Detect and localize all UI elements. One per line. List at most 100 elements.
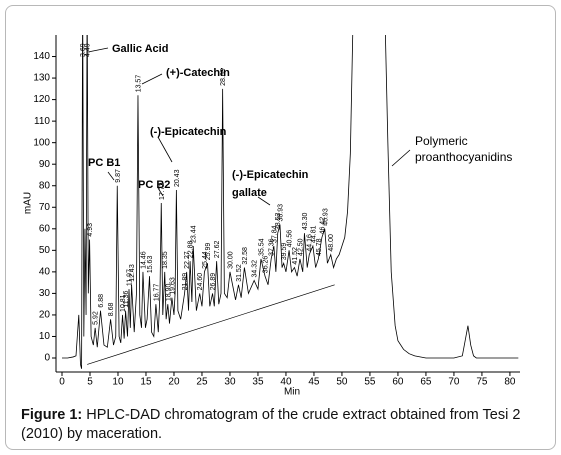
x-axis-label: Min bbox=[284, 387, 300, 398]
compound-label: proanthocyanidins bbox=[415, 150, 512, 164]
peak-label: 12.43 bbox=[129, 264, 136, 282]
compound-label: PC B1 bbox=[88, 157, 120, 169]
peak-label: 34.32 bbox=[252, 260, 259, 278]
chromatogram-trace bbox=[61, 35, 519, 369]
peak-label: 22.88 bbox=[188, 240, 195, 258]
y-tick-label: 0 bbox=[44, 353, 50, 364]
y-tick-label: 30 bbox=[39, 288, 51, 299]
peak-label: 4.93 bbox=[87, 223, 94, 237]
peak-label: 18.35 bbox=[162, 251, 169, 269]
peak-label: 21.89 bbox=[182, 273, 189, 291]
y-tick-label: 10 bbox=[39, 331, 51, 342]
peak-label: 10.81 bbox=[120, 294, 127, 312]
chart: 0 10 20 30 40 50 60 70 80 90 100 110 120 130 140 0 5 10 15… bbox=[23, 35, 520, 398]
figure-label: Figure 1: bbox=[21, 407, 83, 423]
peak-label: 46.42 bbox=[319, 217, 326, 235]
y-tick-label: 130 bbox=[33, 73, 50, 84]
peak-label: 40.56 bbox=[287, 230, 294, 248]
y-tick-label: 50 bbox=[39, 245, 51, 256]
peak-label: 38.53 bbox=[275, 212, 282, 230]
x-tick-label: 75 bbox=[476, 377, 488, 388]
peak-label: 6.88 bbox=[98, 294, 105, 308]
peak-label: 15.63 bbox=[147, 256, 154, 274]
x-tick-label: 50 bbox=[336, 377, 348, 388]
x-tick-label: 45 bbox=[308, 377, 320, 388]
peak-label: 45.78 bbox=[316, 238, 323, 256]
peak-label: 30.00 bbox=[227, 251, 234, 269]
peak-label: 24.60 bbox=[197, 273, 204, 291]
peak-label: 8.68 bbox=[108, 303, 115, 317]
peak-label: 39.59 bbox=[281, 243, 288, 261]
peak-label: 36.26 bbox=[263, 256, 270, 274]
x-tick-label: 55 bbox=[364, 377, 376, 388]
x-tick-label: 10 bbox=[112, 377, 124, 388]
integration-baseline bbox=[87, 284, 335, 365]
peak-label: 13.57 bbox=[135, 75, 142, 93]
figure-frame bbox=[5, 5, 556, 450]
peak-label: 18.90 bbox=[165, 284, 172, 302]
peak-label: 5.92 bbox=[93, 311, 100, 325]
peak-label: 28.69 bbox=[220, 68, 227, 86]
peak-label: 44.16 bbox=[307, 234, 314, 252]
x-tick-label: 20 bbox=[168, 377, 180, 388]
compound-label: Polymeric bbox=[415, 134, 468, 148]
peak-label: 37.84 bbox=[271, 225, 278, 243]
x-tick-label: 35 bbox=[252, 377, 264, 388]
peak-label: 41.52 bbox=[292, 247, 299, 265]
peak-label: 20.43 bbox=[174, 169, 181, 187]
x-tick-label: 30 bbox=[224, 377, 236, 388]
peak-label: 25.99 bbox=[205, 243, 212, 261]
y-tick-label: 20 bbox=[39, 310, 51, 321]
peak-label: 27.62 bbox=[214, 240, 221, 258]
x-tick-label: 5 bbox=[87, 377, 93, 388]
y-tick-label: 110 bbox=[34, 116, 50, 127]
peak-label: 37.36 bbox=[269, 238, 276, 256]
y-tick-label: 60 bbox=[39, 223, 51, 234]
x-tick-label: 60 bbox=[392, 377, 404, 388]
compound-label: Gallic Acid bbox=[112, 43, 168, 55]
peak-label: 44.81 bbox=[310, 225, 317, 243]
y-tick-label: 120 bbox=[33, 94, 50, 105]
y-tick-label: 140 bbox=[33, 51, 50, 62]
peak-label: 11.97 bbox=[127, 269, 134, 286]
peak-label: 42.50 bbox=[297, 238, 304, 256]
x-tick-label: 25 bbox=[196, 377, 208, 388]
y-axis-label: mAU bbox=[23, 192, 34, 214]
peak-label: 38.93 bbox=[277, 204, 284, 222]
x-tick-label: 0 bbox=[59, 377, 65, 388]
compound-label: (-)-Epicatechin bbox=[150, 126, 227, 138]
x-tick-label: 15 bbox=[140, 377, 152, 388]
compound-label: PC B2 bbox=[138, 179, 170, 191]
x-tick-label: 70 bbox=[448, 377, 460, 388]
peak-label: 32.58 bbox=[242, 247, 249, 265]
peak-label: 26.89 bbox=[210, 273, 217, 291]
peak-label: 31.52 bbox=[236, 264, 243, 282]
peak-label: 25.44 bbox=[202, 251, 209, 269]
peak-label: 22.27 bbox=[184, 251, 191, 269]
x-tick-label: 80 bbox=[504, 377, 516, 388]
peak-label: 35.54 bbox=[258, 238, 265, 256]
peak-label: 9.87 bbox=[115, 169, 122, 183]
peak-label: 16.77 bbox=[153, 284, 160, 302]
peak-label: 43.30 bbox=[302, 212, 309, 230]
y-tick-label: 40 bbox=[39, 267, 51, 278]
y-tick-label: 80 bbox=[39, 180, 51, 191]
peak-label: 48.00 bbox=[328, 234, 335, 252]
peak-label: 46.93 bbox=[322, 208, 329, 226]
peak-label: 19.63 bbox=[169, 277, 176, 295]
compound-label: (-)-Epicatechin bbox=[232, 169, 309, 181]
caption-text: HPLC-DAD chromatogram of the crude extra… bbox=[21, 407, 521, 442]
y-tick-label: 90 bbox=[39, 159, 51, 170]
x-tick-label: 65 bbox=[420, 377, 432, 388]
peak-label: 11.36 bbox=[123, 291, 130, 308]
peak-label: 17.73 bbox=[159, 182, 166, 200]
annotation-arrows bbox=[87, 47, 411, 206]
compound-label: (+)-Catechin bbox=[166, 67, 230, 79]
peak-label: 23.44 bbox=[191, 225, 198, 243]
peak-label: 4.49 bbox=[85, 43, 92, 57]
compound-label: gallate bbox=[232, 187, 267, 199]
y-tick-label: 100 bbox=[33, 137, 50, 148]
peak-label: 14.46 bbox=[140, 251, 147, 269]
peak-label: 3.69 bbox=[80, 43, 87, 57]
